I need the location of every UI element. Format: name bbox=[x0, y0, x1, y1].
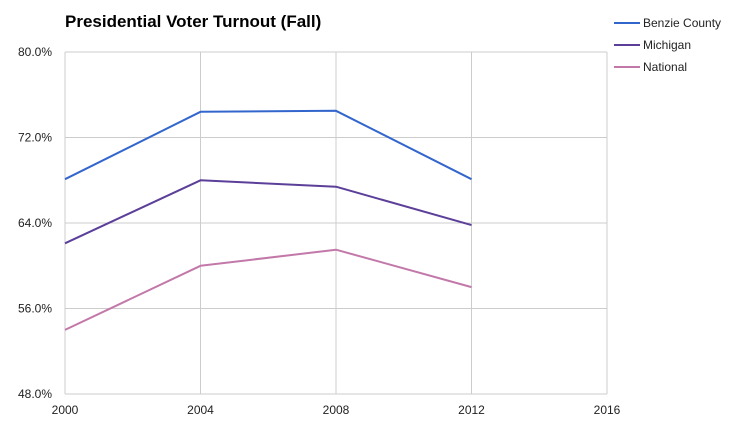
series-line-national bbox=[64, 248, 472, 331]
x-tick-label: 2004 bbox=[187, 403, 214, 417]
y-tick-label: 80.0% bbox=[18, 45, 52, 59]
axis-labels: 48.0% 56.0% 64.0% 72.0% 80.0% 2000 2004 2008 201… bbox=[18, 45, 621, 417]
y-tick-label: 72.0% bbox=[18, 131, 52, 145]
y-tick-label: 56.0% bbox=[18, 302, 52, 316]
legend-label: National bbox=[643, 60, 687, 74]
series bbox=[64, 109, 472, 331]
x-tick-label: 2012 bbox=[458, 403, 485, 417]
series-line-michigan bbox=[64, 179, 472, 245]
y-tick-label: 64.0% bbox=[18, 216, 52, 230]
chart-title: Presidential Voter Turnout (Fall) bbox=[65, 12, 321, 31]
x-tick-label: 2008 bbox=[323, 403, 350, 417]
legend-label: Benzie County bbox=[643, 16, 721, 30]
x-tick-label: 2016 bbox=[594, 403, 621, 417]
series-line-benzie-county bbox=[64, 109, 472, 181]
x-tick-label: 2000 bbox=[52, 403, 79, 417]
legend-label: Michigan bbox=[643, 38, 691, 52]
legend: Benzie County Michigan National bbox=[614, 16, 721, 74]
y-tick-label: 48.0% bbox=[18, 387, 52, 401]
grid bbox=[64, 51, 608, 395]
